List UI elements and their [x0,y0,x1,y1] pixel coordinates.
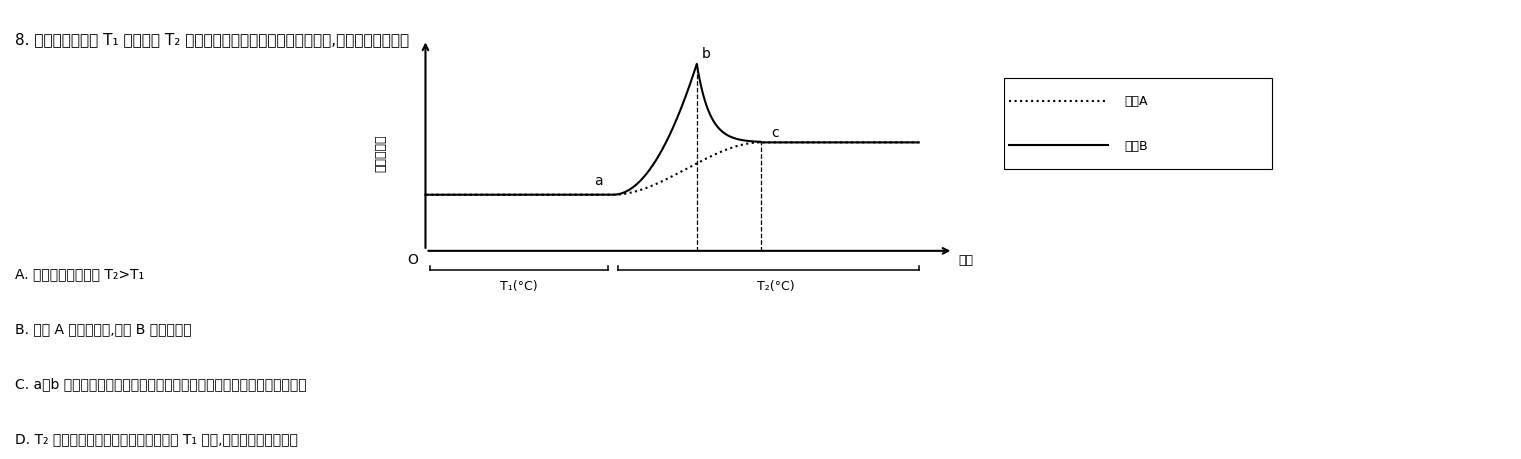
Text: T₂(°C): T₂(°C) [757,279,794,292]
Text: B. 曲线 A 表示产热量,曲线 B 表示散热量: B. 曲线 A 表示产热量,曲线 B 表示散热量 [15,321,192,335]
Text: T₁(°C): T₁(°C) [500,279,538,292]
Text: c: c [771,125,779,140]
Text: D. T₂ 环境中由于产热量和散热量均高于 T₁ 环境,机体表现为体温升高: D. T₂ 环境中由于产热量和散热量均高于 T₁ 环境,机体表现为体温升高 [15,431,298,445]
Text: 时间: 时间 [958,253,973,266]
Text: 热量相对值: 热量相对值 [374,134,388,172]
Text: C. a～b 过程中机体通过皮肤毛细血管舒张、汗腺分泌增加等方式增加散热: C. a～b 过程中机体通过皮肤毛细血管舒张、汗腺分泌增加等方式增加散热 [15,376,307,390]
Text: A. 根据图示信息可知 T₂>T₁: A. 根据图示信息可知 T₂>T₁ [15,266,144,280]
Text: O: O [408,252,418,266]
Text: 曲线A: 曲线A [1124,95,1148,108]
Text: a: a [593,174,602,188]
Text: 8. 如图表示机体由 T₁ 环境进人 T₂ 环境的过程中产热量和散热量的变化,下列叙述正确的是: 8. 如图表示机体由 T₁ 环境进人 T₂ 环境的过程中产热量和散热量的变化,下… [15,32,409,47]
Text: 曲线B: 曲线B [1124,140,1148,153]
Text: b: b [701,47,710,61]
